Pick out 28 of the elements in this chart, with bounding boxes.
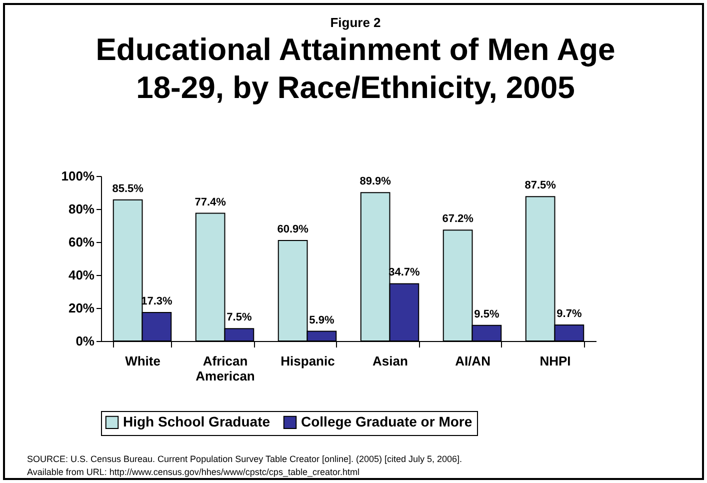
x-tick-label: AI/AN	[455, 354, 490, 368]
data-label: 9.5%	[474, 308, 500, 320]
y-tick-label: 60%	[68, 234, 95, 250]
x-tick-label: NHPI	[540, 354, 571, 368]
source-note: SOURCE: U.S. Census Bureau. Current Population Survey Table Creator [online]. (2005) [cited July 5, 2006].	[27, 453, 462, 466]
chart-title: Educational Attainment of Men Age 18-29, by Race/Ethnicity, 2005	[95, 31, 616, 107]
data-label: 5.9%	[309, 314, 334, 326]
x-tick-label: White	[125, 354, 160, 368]
data-label: 67.2%	[442, 213, 474, 226]
chart-subtitle: Figure 2	[329, 15, 382, 30]
text: Available from URL: http://www.census.gov/hhes/www/cpstc/cps_table_creator.html	[27, 466, 360, 479]
data-label: 77.4%	[194, 196, 226, 208]
y-tick-label: 80%	[68, 202, 95, 216]
data-label: 60.9%	[277, 224, 309, 236]
data-label: 9.7%	[556, 308, 582, 320]
y-tick-label: 20%	[68, 300, 95, 316]
y-tick-label: 40%	[68, 268, 95, 282]
data-label: 85.5%	[112, 182, 144, 195]
legend-label: College Graduate or More	[301, 413, 472, 430]
y-tick-label: 100%	[61, 168, 95, 184]
x-tick-label: Asian	[372, 354, 408, 368]
y-tick-label: 0%	[76, 334, 95, 348]
x-tick-label: Hispanic	[280, 354, 335, 368]
x-tick-label: African American	[196, 354, 255, 384]
data-label: 87.5%	[524, 180, 556, 192]
legend-label: High School Graduate	[123, 413, 270, 430]
data-label: 7.5%	[226, 312, 252, 324]
data-label: 89.9%	[360, 176, 392, 188]
